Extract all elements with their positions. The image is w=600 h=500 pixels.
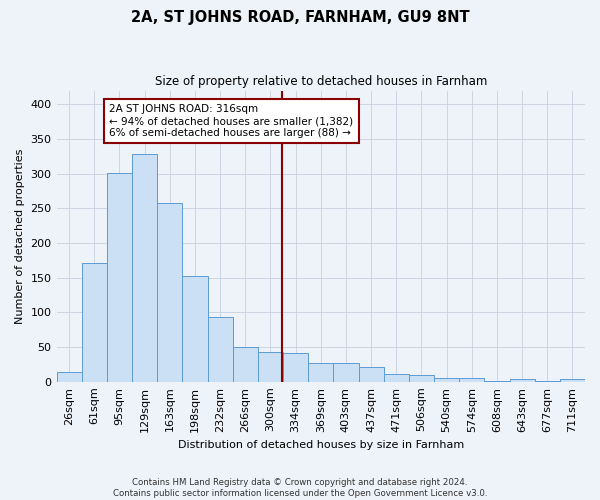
Bar [208,318,233,382]
Bar [560,379,585,382]
Y-axis label: Number of detached properties: Number of detached properties [15,148,25,324]
Bar [434,378,459,382]
Bar [157,203,182,382]
Bar [56,372,82,382]
Bar [107,173,132,382]
Text: 2A, ST JOHNS ROAD, FARNHAM, GU9 8NT: 2A, ST JOHNS ROAD, FARNHAM, GU9 8NT [131,10,469,25]
Title: Size of property relative to detached houses in Farnham: Size of property relative to detached ho… [155,75,487,88]
Bar [484,381,509,382]
Bar [308,363,334,382]
Bar [233,347,258,382]
Bar [283,352,308,382]
Bar [82,262,107,382]
Bar [383,374,409,382]
Bar [409,375,434,382]
Bar [132,154,157,382]
Text: Contains HM Land Registry data © Crown copyright and database right 2024.
Contai: Contains HM Land Registry data © Crown c… [113,478,487,498]
Bar [182,276,208,382]
Bar [535,381,560,382]
Bar [359,367,383,382]
Bar [459,378,484,382]
Text: 2A ST JOHNS ROAD: 316sqm
← 94% of detached houses are smaller (1,382)
6% of semi: 2A ST JOHNS ROAD: 316sqm ← 94% of detach… [109,104,353,138]
Bar [258,352,283,382]
Bar [509,379,535,382]
Bar [334,363,359,382]
X-axis label: Distribution of detached houses by size in Farnham: Distribution of detached houses by size … [178,440,464,450]
